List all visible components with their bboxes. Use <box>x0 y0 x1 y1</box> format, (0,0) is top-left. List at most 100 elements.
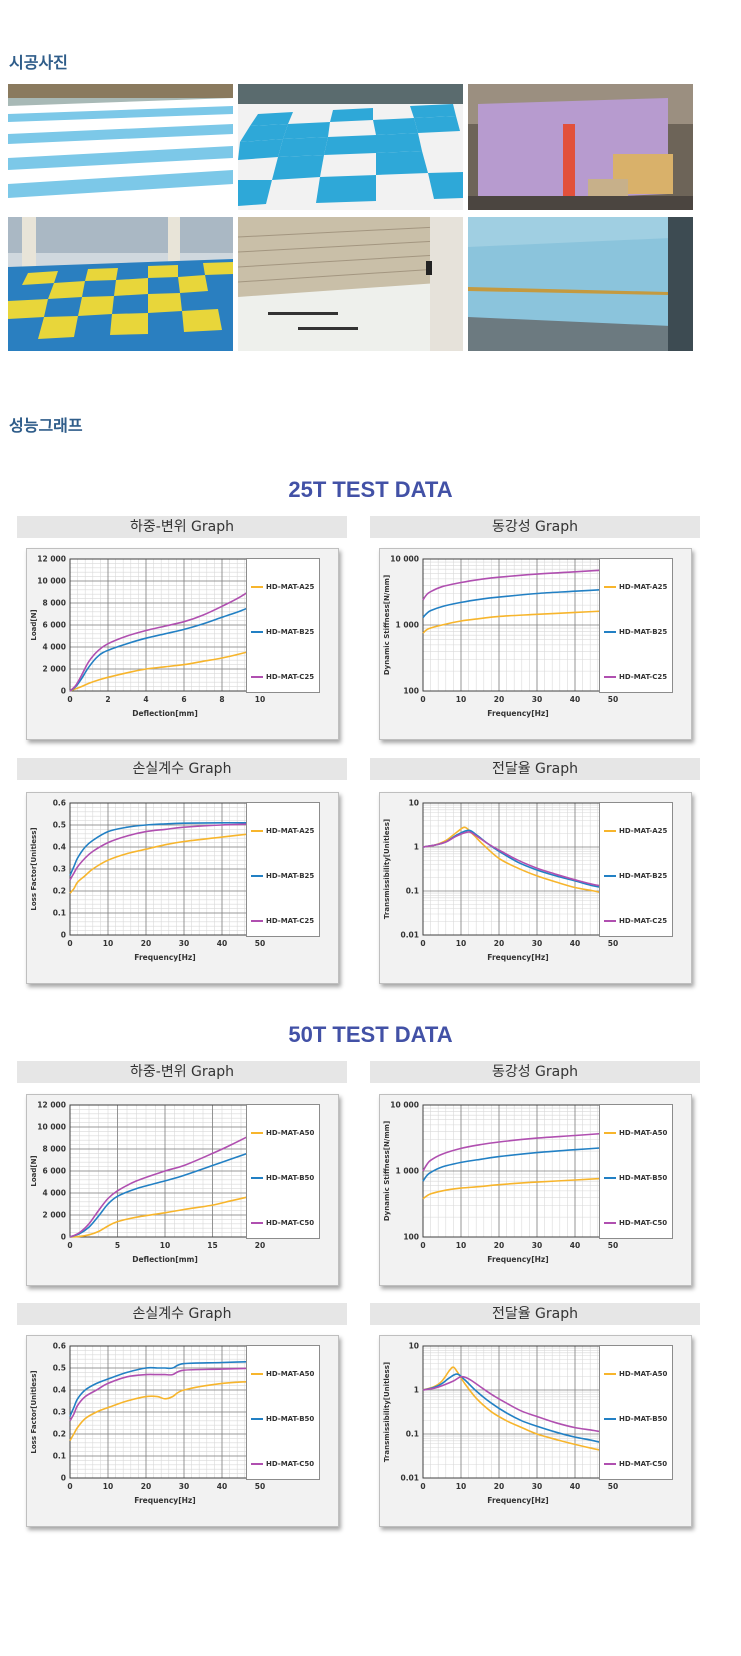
legend-item: HD-MAT-C25 <box>251 917 314 925</box>
y-tick-label: 0.01 <box>400 931 419 940</box>
series-line-hd-mat-b50 <box>69 1148 261 1238</box>
test-title-50t: 50T TEST DATA <box>288 1022 453 1047</box>
legend-label: HD-MAT-A50 <box>619 1129 668 1137</box>
x-tick-label: 0 <box>67 695 72 704</box>
chart-legend: HD-MAT-A50 HD-MAT-B50 HD-MAT-C50 <box>599 1104 673 1239</box>
y-tick-label: 0 <box>61 931 66 940</box>
y-tick-label: 2 000 <box>43 665 67 674</box>
series-line-hd-mat-a25 <box>422 826 614 897</box>
y-tick-label: 0.2 <box>53 1430 66 1439</box>
y-tick-label: 0.3 <box>53 1408 66 1417</box>
y-axis-label: Load[N] <box>30 1155 38 1186</box>
x-tick-label: 40 <box>217 1482 227 1491</box>
x-tick-label: 0 <box>420 1482 425 1491</box>
legend-label: HD-MAT-A50 <box>266 1370 315 1378</box>
series-line-hd-mat-b50 <box>422 1146 614 1182</box>
x-tick-label: 20 <box>255 1241 265 1250</box>
x-tick-label: 10 <box>456 1241 466 1250</box>
photo-checker <box>238 84 463 210</box>
y-tick-label: 0.1 <box>53 909 66 918</box>
legend-item: HD-MAT-B25 <box>604 872 667 880</box>
y-tick-label: 10 000 <box>37 577 66 586</box>
legend-label: HD-MAT-C50 <box>266 1219 315 1227</box>
legend-item: HD-MAT-B50 <box>251 1415 314 1423</box>
legend-swatch <box>604 676 616 678</box>
legend-item: HD-MAT-A25 <box>251 583 314 591</box>
y-axis-label: Transmissibility[Unitless] <box>383 819 391 919</box>
panel-title-trans-50: 전달율 Graph <box>370 1303 700 1325</box>
legend-item: HD-MAT-A50 <box>251 1129 314 1137</box>
chart-svg: 0 10 20 30 40 50 0 0.1 0.2 0.3 0.4 0.5 0.6 Frequency[… <box>30 799 265 963</box>
legend-swatch <box>251 1132 263 1134</box>
construction-photo <box>468 217 693 351</box>
y-tick-label: 0.01 <box>400 1474 419 1483</box>
photo-tunnel <box>238 217 463 351</box>
x-tick-label: 0 <box>67 1241 72 1250</box>
x-tick-label: 50 <box>608 1482 618 1491</box>
y-tick-label: 0.1 <box>406 887 419 896</box>
x-tick-label: 20 <box>494 695 504 704</box>
x-tick-label: 20 <box>494 1482 504 1491</box>
legend-item: HD-MAT-C25 <box>604 673 667 681</box>
series-line-hd-mat-b50 <box>422 1373 614 1447</box>
chart-svg: 0 5 10 15 20 0 2 000 4 000 6 000 8 000 10 000 12 00… <box>30 1101 265 1265</box>
x-axis-label: Deflection[mm] <box>132 1255 198 1264</box>
legend-item: HD-MAT-A50 <box>604 1370 667 1378</box>
series-line-hd-mat-b25 <box>69 602 261 692</box>
section-title-photos: 시공사진 <box>9 53 68 72</box>
chart-svg: 0 10 20 30 40 50 0 0.1 0.2 0.3 0.4 0.5 0.6 Frequency[… <box>30 1342 265 1506</box>
x-tick-label: 10 <box>255 695 265 704</box>
legend-swatch <box>604 1132 616 1134</box>
legend-item: HD-MAT-C50 <box>604 1219 667 1227</box>
construction-photo <box>238 84 463 210</box>
x-tick-label: 10 <box>103 939 113 948</box>
x-tick-label: 20 <box>141 939 151 948</box>
legend-item: HD-MAT-B50 <box>604 1415 667 1423</box>
x-tick-label: 50 <box>255 1482 265 1491</box>
legend-label: HD-MAT-A25 <box>619 583 668 591</box>
x-tick-label: 30 <box>179 939 189 948</box>
x-tick-label: 40 <box>570 1482 580 1491</box>
series-line-hd-mat-c50 <box>422 1375 614 1435</box>
series-line-hd-mat-a25 <box>422 609 614 634</box>
series-line-hd-mat-c25 <box>69 823 261 881</box>
legend-item: HD-MAT-C25 <box>251 673 314 681</box>
series-line-hd-mat-c50 <box>69 1129 261 1238</box>
legend-label: HD-MAT-B50 <box>619 1415 668 1423</box>
x-tick-label: 10 <box>456 695 466 704</box>
legend-item: HD-MAT-B25 <box>251 628 314 636</box>
x-tick-label: 5 <box>115 1241 120 1250</box>
legend-item: HD-MAT-C50 <box>604 1460 667 1468</box>
y-tick-label: 10 000 <box>37 1123 66 1132</box>
x-tick-label: 30 <box>532 695 542 704</box>
x-tick-label: 50 <box>608 939 618 948</box>
legend-label: HD-MAT-B25 <box>619 628 668 636</box>
chart-dynamic-stiffness-25: 0 10 20 30 40 50 100 1 000 10 000 Frequency[Hz] Dy… <box>379 548 692 740</box>
y-tick-label: 10 <box>409 799 419 808</box>
y-tick-label: 8 000 <box>43 1145 67 1154</box>
x-tick-label: 2 <box>105 695 110 704</box>
chart-legend: HD-MAT-A25 HD-MAT-B25 HD-MAT-C25 <box>599 802 673 937</box>
y-tick-label: 0.5 <box>53 821 66 830</box>
x-tick-label: 30 <box>532 1241 542 1250</box>
construction-photo <box>8 217 233 351</box>
y-tick-label: 100 <box>403 1233 419 1242</box>
series-line-hd-mat-c25 <box>422 831 614 889</box>
test-title-25t: 25T TEST DATA <box>288 477 453 502</box>
series-line-hd-mat-a50 <box>422 1177 614 1200</box>
photo-rooftop <box>8 84 233 210</box>
x-tick-label: 50 <box>608 1241 618 1250</box>
chart-load-deflection-50: 0 5 10 15 20 0 2 000 4 000 6 000 8 000 10 000 12 00… <box>26 1094 339 1286</box>
series-line-hd-mat-a50 <box>422 1366 614 1454</box>
x-tick-label: 0 <box>67 939 72 948</box>
legend-label: HD-MAT-C25 <box>619 917 668 925</box>
y-tick-label: 0.6 <box>53 1342 66 1351</box>
y-tick-label: 0.3 <box>53 865 66 874</box>
x-tick-label: 40 <box>570 695 580 704</box>
legend-label: HD-MAT-B25 <box>619 872 668 880</box>
series-line-hd-mat-c25 <box>69 583 261 692</box>
panel-title-stiffness-25: 동강성 Graph <box>370 516 700 538</box>
x-tick-label: 4 <box>143 695 148 704</box>
y-tick-label: 2 000 <box>43 1211 67 1220</box>
y-tick-label: 0 <box>61 1474 66 1483</box>
